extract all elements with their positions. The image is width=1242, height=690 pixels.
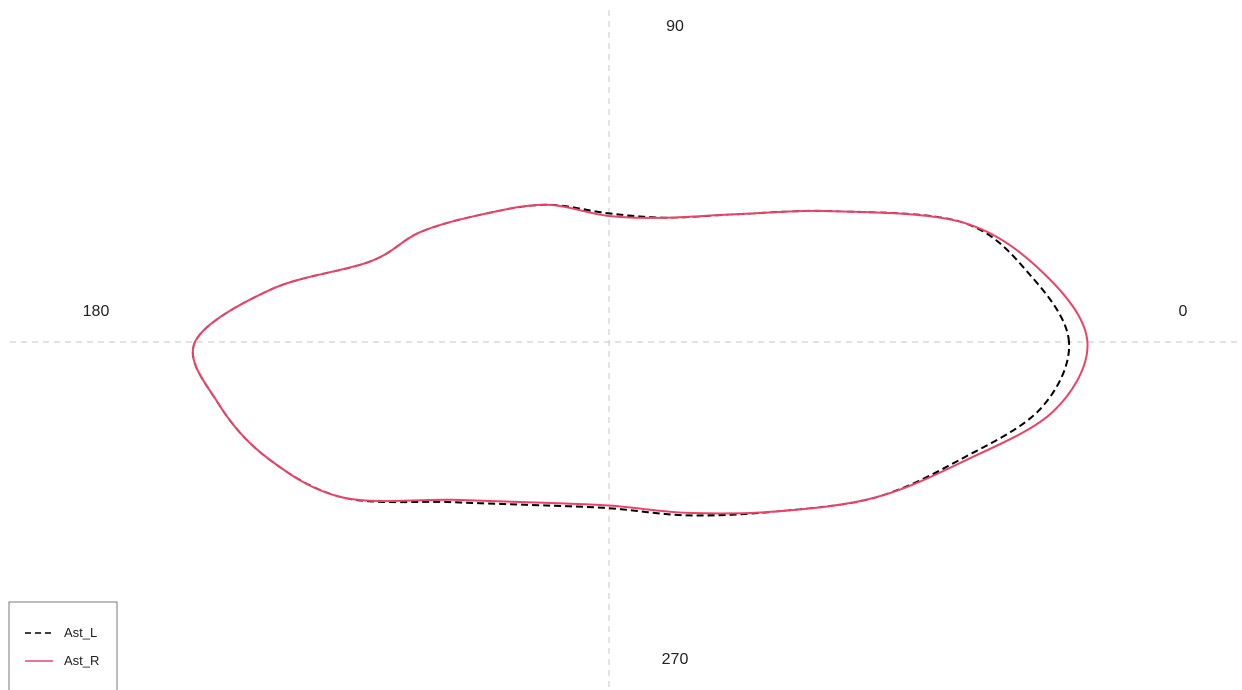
legend: Ast_L Ast_R xyxy=(8,601,118,690)
legend-box xyxy=(8,601,118,690)
grid xyxy=(10,10,1242,690)
angle-label-270: 270 xyxy=(662,651,689,668)
series-line-ast-r xyxy=(191,203,1089,515)
series-line-ast-l xyxy=(191,203,1071,517)
angle-labels: 0 90 180 270 xyxy=(83,18,1188,668)
legend-label-ast-l: Ast_L xyxy=(64,625,97,640)
legend-label-ast-r: Ast_R xyxy=(64,653,99,668)
angle-label-90: 90 xyxy=(666,18,684,35)
angle-label-0: 0 xyxy=(1179,303,1188,320)
angle-label-180: 180 xyxy=(83,303,110,320)
series-layer xyxy=(191,203,1089,517)
